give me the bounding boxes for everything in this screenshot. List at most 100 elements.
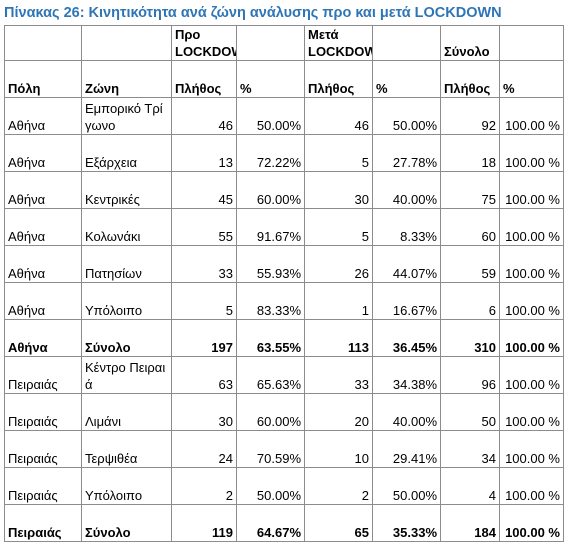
cell-pre-pct: 64.67% xyxy=(236,504,305,542)
cell-zone: Σύνολο xyxy=(81,319,172,357)
cell-post-count: 33 xyxy=(304,356,373,394)
cell-total-pct: 100.00 % xyxy=(499,504,564,542)
table-row: Πειραιάς Λιμάνι 30 60.00% 20 40.00% 50 100.00 % xyxy=(4,393,564,431)
cell-zone: Υπόλοιπο xyxy=(81,467,172,505)
header-group-total: Σύνολο xyxy=(440,25,500,61)
cell-pre-count: 55 xyxy=(171,208,237,246)
cell-total-pct: 100.00 % xyxy=(499,393,564,431)
table-row: Αθήνα Εμπορικό Τρίγωνο 46 50.00% 46 50.00% 92 1… xyxy=(4,97,564,135)
cell-total-count: 18 xyxy=(440,134,500,172)
cell-total-pct: 100.00 % xyxy=(499,245,564,283)
cell-total-pct: 100.00 % xyxy=(499,356,564,394)
table-row: Αθήνα Εξάρχεια 13 72.22% 5 27.78% 18 100.00 % xyxy=(4,134,564,172)
table-total-row: Πειραιάς Σύνολο 119 64.67% 65 35.33% 184 100.00… xyxy=(4,504,564,542)
cell-zone: Εξάρχεια xyxy=(81,134,172,172)
header-group-pre-lockdown: Προ LOCKDOWN xyxy=(171,25,237,61)
cell-zone: Εμπορικό Τρίγωνο xyxy=(81,97,172,135)
cell-zone: Κεντρικές xyxy=(81,171,172,209)
cell-post-count: 20 xyxy=(304,393,373,431)
cell-pre-pct: 60.00% xyxy=(236,171,305,209)
table-row: Πειραιάς Υπόλοιπο 2 50.00% 2 50.00% 4 100.00 % xyxy=(4,467,564,505)
header-post-count: Πλήθος xyxy=(304,60,373,98)
header-group-total-blank xyxy=(499,25,564,61)
header-total-count: Πλήθος xyxy=(440,60,500,98)
cell-total-pct: 100.00 % xyxy=(499,97,564,135)
cell-total-count: 75 xyxy=(440,171,500,209)
cell-post-pct: 50.00% xyxy=(372,467,441,505)
header-group-post-lockdown: Μετά LOCKDOWN xyxy=(304,25,373,61)
cell-post-count: 5 xyxy=(304,134,373,172)
cell-city: Αθήνα xyxy=(4,97,82,135)
header-group-post-blank xyxy=(372,25,441,61)
cell-city: Πειραιάς xyxy=(4,356,82,394)
cell-city: Αθήνα xyxy=(4,208,82,246)
cell-total-pct: 100.00 % xyxy=(499,430,564,468)
table-total-row: Αθήνα Σύνολο 197 63.55% 113 36.45% 310 100.00 % xyxy=(4,319,564,357)
cell-post-pct: 40.00% xyxy=(372,393,441,431)
cell-city: Αθήνα xyxy=(4,282,82,320)
cell-pre-pct: 65.63% xyxy=(236,356,305,394)
cell-pre-pct: 91.67% xyxy=(236,208,305,246)
cell-zone: Υπόλοιπο xyxy=(81,282,172,320)
header-blank-zone xyxy=(81,25,172,61)
cell-city: Πειραιάς xyxy=(4,393,82,431)
cell-total-pct: 100.00 % xyxy=(499,171,564,209)
cell-pre-count: 5 xyxy=(171,282,237,320)
cell-post-count: 5 xyxy=(304,208,373,246)
cell-total-count: 184 xyxy=(440,504,500,542)
cell-total-count: 92 xyxy=(440,97,500,135)
cell-pre-pct: 60.00% xyxy=(236,393,305,431)
cell-pre-count: 13 xyxy=(171,134,237,172)
cell-post-pct: 44.07% xyxy=(372,245,441,283)
cell-post-pct: 40.00% xyxy=(372,171,441,209)
cell-pre-count: 119 xyxy=(171,504,237,542)
cell-post-pct: 50.00% xyxy=(372,97,441,135)
cell-total-count: 4 xyxy=(440,467,500,505)
cell-zone: Λιμάνι xyxy=(81,393,172,431)
cell-city: Αθήνα xyxy=(4,134,82,172)
table-row: Αθήνα Πατησίων 33 55.93% 26 44.07% 59 100.00 % xyxy=(4,245,564,283)
cell-zone: Σύνολο xyxy=(81,504,172,542)
cell-pre-pct: 70.59% xyxy=(236,430,305,468)
cell-pre-pct: 63.55% xyxy=(236,319,305,357)
cell-pre-count: 46 xyxy=(171,97,237,135)
cell-pre-pct: 55.93% xyxy=(236,245,305,283)
cell-total-pct: 100.00 % xyxy=(499,319,564,357)
cell-total-pct: 100.00 % xyxy=(499,282,564,320)
cell-post-count: 2 xyxy=(304,467,373,505)
table-row: Αθήνα Υπόλοιπο 5 83.33% 1 16.67% 6 100.00 % xyxy=(4,282,564,320)
cell-post-count: 26 xyxy=(304,245,373,283)
header-row-columns: Πόλη Ζώνη Πλήθος % Πλήθος % Πλήθος % xyxy=(4,60,564,98)
header-row-groups: Προ LOCKDOWN Μετά LOCKDOWN Σύνολο xyxy=(4,25,564,61)
cell-zone: Κέντρο Πειραιά xyxy=(81,356,172,394)
cell-city: Πειραιάς xyxy=(4,467,82,505)
cell-pre-pct: 83.33% xyxy=(236,282,305,320)
cell-total-count: 59 xyxy=(440,245,500,283)
mobility-table: Προ LOCKDOWN Μετά LOCKDOWN Σύνολο Πόλη Ζ… xyxy=(4,25,564,542)
table-row: Αθήνα Κεντρικές 45 60.00% 30 40.00% 75 100.00 % xyxy=(4,171,564,209)
cell-total-count: 310 xyxy=(440,319,500,357)
cell-total-pct: 100.00 % xyxy=(499,134,564,172)
cell-pre-pct: 72.22% xyxy=(236,134,305,172)
cell-pre-count: 24 xyxy=(171,430,237,468)
cell-post-count: 65 xyxy=(304,504,373,542)
cell-total-count: 50 xyxy=(440,393,500,431)
cell-pre-count: 197 xyxy=(171,319,237,357)
cell-zone: Πατησίων xyxy=(81,245,172,283)
header-total-pct: % xyxy=(499,60,564,98)
cell-post-pct: 35.33% xyxy=(372,504,441,542)
header-blank-city xyxy=(4,25,82,61)
cell-post-pct: 27.78% xyxy=(372,134,441,172)
cell-zone: Κολωνάκι xyxy=(81,208,172,246)
cell-pre-pct: 50.00% xyxy=(236,467,305,505)
cell-city: Πειραιάς xyxy=(4,504,82,542)
header-pre-count: Πλήθος xyxy=(171,60,237,98)
cell-pre-count: 63 xyxy=(171,356,237,394)
cell-zone: Τερψιθέα xyxy=(81,430,172,468)
table-row: Πειραιάς Τερψιθέα 24 70.59% 10 29.41% 34 100.00… xyxy=(4,430,564,468)
cell-post-count: 1 xyxy=(304,282,373,320)
table-row: Αθήνα Κολωνάκι 55 91.67% 5 8.33% 60 100.00 % xyxy=(4,208,564,246)
cell-post-count: 10 xyxy=(304,430,373,468)
cell-total-pct: 100.00 % xyxy=(499,467,564,505)
header-pre-pct: % xyxy=(236,60,305,98)
